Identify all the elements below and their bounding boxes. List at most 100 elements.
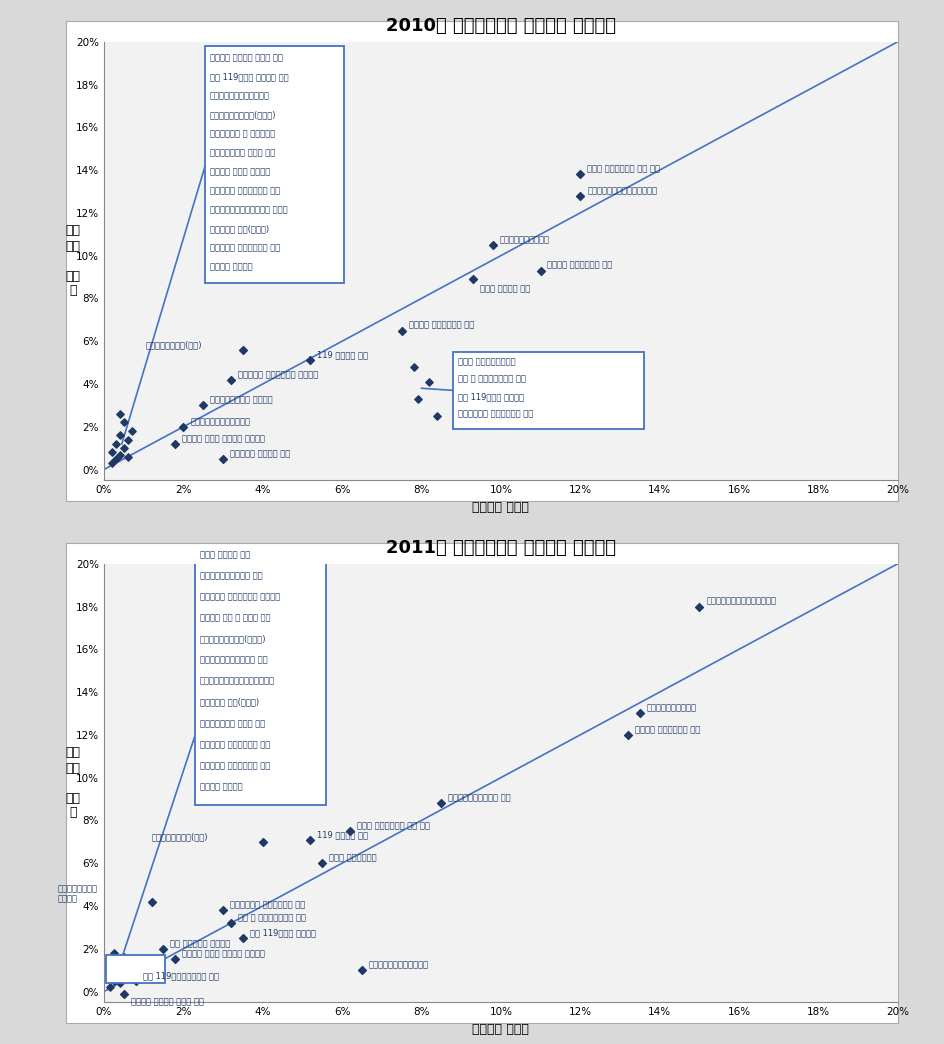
Text: 국내외 재난의료 지원: 국내외 재난의료 지원 [480, 285, 530, 293]
Text: 응급의료이송체계지원: 응급의료이송체계지원 [499, 235, 549, 244]
Bar [205, 46, 344, 284]
Text: 119 구조장비 확충: 119 구조장비 확충 [317, 830, 368, 839]
Text: 권역별 심뇌혈관센터 설치 지원: 권역별 심뇌혈관센터 설치 지원 [357, 822, 430, 830]
Point [691, 598, 706, 615]
Text: 특성화 응급진료체계구축: 특성화 응급진료체계구축 [458, 358, 515, 366]
Point [342, 823, 357, 839]
Text: 응급의료 조사연구: 응급의료 조사연구 [210, 262, 252, 270]
Point [235, 930, 250, 947]
Point [109, 953, 124, 970]
Text: 독거노인 응급안전 돌보미 사업: 독거노인 응급안전 돌보미 사업 [130, 998, 203, 1006]
Text: 병원전단계의료지도체계 구축: 병원전단계의료지도체계 구축 [200, 656, 267, 665]
Point [406, 358, 421, 375]
X-axis label: 실지출액 구성비: 실지출액 구성비 [472, 1023, 529, 1036]
Point [223, 372, 238, 388]
Point [302, 831, 317, 848]
Bar [453, 352, 643, 429]
Point [195, 397, 211, 413]
Point [572, 188, 587, 205]
Point [109, 435, 124, 452]
Point [112, 446, 127, 462]
Text: 특성화 응급진료체계: 특성화 응급진료체계 [329, 853, 377, 862]
Text: 응급의료이송체계지원: 응급의료이송체계지원 [646, 704, 696, 713]
Point [104, 964, 119, 980]
Point [421, 374, 436, 390]
Text: 해양원격응급의료체계지원: 해양원격응급의료체계지원 [190, 417, 250, 426]
Point [302, 352, 317, 369]
Text: 응급의료 전공의 수련보조 수당지원: 응급의료 전공의 수련보조 수당지원 [182, 950, 265, 958]
Text: 중증외상 전문진료체계 구축: 중증외상 전문진료체계 구축 [408, 321, 473, 330]
Text: 신종전염병 국가격리시설 건립: 신종전염병 국가격리시설 건립 [200, 761, 270, 770]
Text: 응급의료시설개선(융자): 응급의료시설개선(융자) [151, 832, 208, 841]
Text: 병원전단계응급의료서비스고도화: 병원전단계응급의료서비스고도화 [200, 677, 275, 686]
Text: 병원전단계 의료지도체계 구축: 병원전단계 의료지도체계 구축 [210, 186, 279, 195]
Text: 국내외 재난의료 지원: 국내외 재난의료 지원 [200, 550, 250, 560]
Point [116, 440, 131, 456]
Point [110, 966, 126, 982]
X-axis label: 실지출액 구성비: 실지출액 구성비 [472, 501, 529, 514]
Text: 중앙 119구조대 시설장비 확충: 중앙 119구조대 시설장비 확충 [210, 72, 288, 81]
Point [465, 270, 480, 287]
Point [255, 833, 270, 850]
Title: 2010년 응급의료기금 계획대비 지출실적: 2010년 응급의료기금 계획대비 지출실적 [385, 17, 615, 34]
Text: 국가손상증독감시체계 구축: 국가손상증독감시체계 구축 [200, 571, 262, 580]
Point [107, 945, 121, 962]
Point [104, 444, 119, 460]
Text: 응급환자 미수금 대불사업: 응급환자 미수금 대불사업 [210, 167, 270, 175]
Text: 신종전염병 환자격리병상 확충유지: 신종전염병 환자격리병상 확충유지 [200, 593, 280, 601]
Point [120, 431, 135, 448]
Point [215, 451, 230, 468]
Point [128, 973, 143, 990]
Text: 응급의료시설개선(융자): 응급의료시설개선(융자) [145, 340, 202, 349]
Bar [195, 543, 326, 806]
Point [114, 959, 129, 976]
Text: 구조 및 응급처치교육비 지원: 구조 및 응급처치교육비 지원 [238, 914, 306, 922]
Point [112, 975, 127, 992]
Point [120, 448, 135, 465]
Point [572, 166, 587, 183]
Text: 응급 환자마수금 대불사업: 응급 환자마수금 대불사업 [170, 939, 230, 948]
Point [110, 970, 126, 987]
Text: 응급의료 전공의 수련보조 수당지원: 응급의료 전공의 수련보조 수당지원 [182, 434, 265, 443]
Point [235, 341, 250, 358]
Point [485, 237, 500, 254]
Text: 지역심뇌혈관 응급진료체계 구축: 지역심뇌혈관 응급진료체계 구축 [458, 409, 532, 418]
Text: 중증외상전문진료체계 구축: 중증외상전문진료체계 구축 [447, 793, 511, 803]
Y-axis label: 지출
계획

구성
비: 지출 계획 구성 비 [66, 224, 80, 298]
Point [116, 414, 131, 431]
Text: 응급의료종사자 전문화 교육: 응급의료종사자 전문화 교육 [210, 148, 275, 157]
Point [168, 951, 183, 968]
Point [410, 390, 425, 407]
Text: 신종전염병 격리시설 건립: 신종전염병 격리시설 건립 [229, 449, 290, 458]
Point [433, 794, 448, 811]
Text: 응급의료평가 및 질향상지원: 응급의료평가 및 질향상지원 [210, 128, 275, 138]
Point [102, 957, 117, 974]
Point [116, 949, 131, 966]
Text: 중앙 119구조대 헬기운영: 중앙 119구조대 헬기운영 [458, 392, 523, 401]
Point [168, 435, 183, 452]
Point [116, 986, 131, 1002]
Text: 지역심뇌혈관 응급진료체계 구축: 지역심뇌혈관 응급진료체계 구축 [229, 901, 305, 909]
Text: 이송정보망 구축(정보화): 이송정보망 구축(정보화) [200, 697, 259, 707]
Text: 중앙 119구조대시설장비 확충: 중앙 119구조대시설장비 확충 [143, 971, 218, 980]
Point [109, 451, 124, 468]
Text: 해양원격응급의료체계지원: 해양원격응급의료체계지원 [368, 960, 429, 970]
Text: 구조 및 응급처치교육비 지원: 구조 및 응급처치교육비 지원 [458, 375, 525, 384]
Point [632, 705, 647, 721]
Text: 응급의료기관지원발전프로그램: 응급의료기관지원발전프로그램 [705, 597, 775, 606]
Point [314, 855, 329, 872]
Point [156, 941, 171, 957]
Point [112, 405, 127, 422]
Text: 이송정보망 구축(정보화): 이송정보망 구축(정보화) [210, 223, 269, 233]
Point [619, 727, 634, 743]
Point [176, 419, 191, 435]
Point [223, 915, 238, 931]
Point [104, 962, 119, 978]
Point [124, 423, 139, 440]
Text: 취약기역 응급의료기관 육성: 취약기역 응급의료기관 육성 [634, 726, 700, 734]
Point [112, 427, 127, 444]
Text: 중앙 119구조대 헬기운영: 중앙 119구조대 헬기운영 [249, 928, 315, 938]
Text: 병원전단계응급의료서비스 고도화: 병원전단계응급의료서비스 고도화 [210, 205, 287, 214]
Text: 국가손상증독감시체계구축: 국가손상증독감시체계구축 [210, 91, 270, 100]
Text: 취약기역 응급의료기관 육성: 취약기역 응급의료기관 육성 [547, 261, 612, 269]
